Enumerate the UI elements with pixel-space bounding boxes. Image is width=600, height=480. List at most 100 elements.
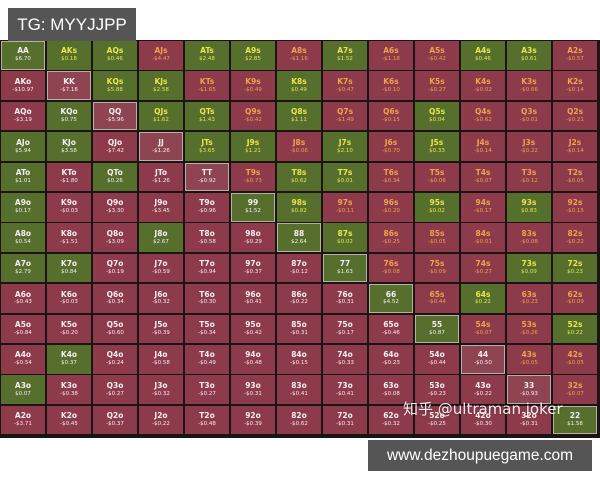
- hand-cell[interactable]: J6s -$0.70: [369, 132, 413, 161]
- hand-cell[interactable]: QJo -$7.42: [93, 132, 137, 161]
- hand-cell[interactable]: A9o $0.17: [1, 192, 45, 222]
- hand-cell[interactable]: 73o -$0.41: [323, 375, 367, 404]
- hand-cell[interactable]: A7s $1.52: [323, 41, 367, 70]
- hand-cell[interactable]: J8s -$0.06: [277, 132, 321, 161]
- hand-cell[interactable]: 83o -$0.41: [277, 375, 321, 404]
- hand-cell[interactable]: J9s $1.21: [231, 132, 275, 161]
- hand-cell[interactable]: JJ -$1.26: [139, 132, 183, 161]
- hand-cell[interactable]: AJo $5.94: [1, 132, 45, 161]
- hand-cell[interactable]: T8o -$0.58: [185, 223, 229, 252]
- hand-cell[interactable]: 96s -$0.20: [369, 192, 413, 222]
- hand-cell[interactable]: 32o -$0.31: [507, 405, 551, 435]
- hand-cell[interactable]: KK -$7.18: [47, 71, 91, 100]
- hand-cell[interactable]: 96o -$0.41: [231, 284, 275, 313]
- hand-cell[interactable]: 86o -$0.22: [277, 284, 321, 313]
- hand-cell[interactable]: QJs $1.62: [139, 101, 183, 131]
- hand-cell[interactable]: 84o -$0.15: [277, 344, 321, 374]
- hand-cell[interactable]: 98s $0.82: [277, 192, 321, 222]
- hand-cell[interactable]: J4s -$0.14: [461, 132, 505, 161]
- hand-cell[interactable]: T4s -$0.07: [461, 162, 505, 192]
- hand-cell[interactable]: K8s $0.49: [277, 71, 321, 100]
- hand-cell[interactable]: KQs $5.88: [93, 71, 137, 100]
- hand-cell[interactable]: QTs $1.43: [185, 101, 229, 131]
- hand-cell[interactable]: 84s -$0.01: [461, 223, 505, 252]
- hand-cell[interactable]: K8o -$1.51: [47, 223, 91, 252]
- hand-cell[interactable]: KJs $2.58: [139, 71, 183, 100]
- hand-cell[interactable]: K4o $0.37: [47, 344, 91, 374]
- hand-cell[interactable]: T9s -$0.73: [231, 162, 275, 192]
- hand-cell[interactable]: T5o -$0.34: [185, 314, 229, 344]
- hand-cell[interactable]: K3s -$0.66: [507, 71, 551, 100]
- hand-cell[interactable]: T4o -$0.49: [185, 344, 229, 374]
- hand-cell[interactable]: 63s -$0.23: [507, 284, 551, 313]
- hand-cell[interactable]: 98o -$0.29: [231, 223, 275, 252]
- hand-cell[interactable]: JTs $3.65: [185, 132, 229, 161]
- hand-cell[interactable]: K9o -$0.03: [47, 192, 91, 222]
- hand-cell[interactable]: T2o -$0.48: [185, 405, 229, 435]
- hand-cell[interactable]: ATs $2.48: [185, 41, 229, 70]
- hand-cell[interactable]: J8o $2.67: [139, 223, 183, 252]
- hand-cell[interactable]: 82s -$0.22: [553, 223, 597, 252]
- hand-cell[interactable]: Q3s -$0.01: [507, 101, 551, 131]
- hand-cell[interactable]: 65s -$0.44: [415, 284, 459, 313]
- hand-cell[interactable]: 88 $2.64: [277, 223, 321, 252]
- hand-cell[interactable]: AKs $0.18: [47, 41, 91, 70]
- hand-cell[interactable]: 94s -$0.17: [461, 192, 505, 222]
- hand-cell[interactable]: Q8o -$3.09: [93, 223, 137, 252]
- hand-cell[interactable]: 95s $0.02: [415, 192, 459, 222]
- hand-cell[interactable]: 75o -$0.17: [323, 314, 367, 344]
- hand-cell[interactable]: 83s -$0.08: [507, 223, 551, 252]
- hand-cell[interactable]: T9o -$0.96: [185, 192, 229, 222]
- hand-cell[interactable]: Q3o -$0.27: [93, 375, 137, 404]
- hand-cell[interactable]: Q9o -$3.30: [93, 192, 137, 222]
- hand-cell[interactable]: AQo -$3.19: [1, 101, 45, 131]
- hand-cell[interactable]: 62o -$0.32: [369, 405, 413, 435]
- hand-cell[interactable]: 86s -$0.25: [369, 223, 413, 252]
- hand-cell[interactable]: QQ -$5.96: [93, 101, 137, 131]
- hand-cell[interactable]: 77 $1.63: [323, 253, 367, 283]
- hand-cell[interactable]: 85o -$0.31: [277, 314, 321, 344]
- hand-cell[interactable]: J6o -$0.32: [139, 284, 183, 313]
- hand-cell[interactable]: AKo -$10.97: [1, 71, 45, 100]
- hand-cell[interactable]: J2s -$0.14: [553, 132, 597, 161]
- hand-cell[interactable]: K7s -$0.47: [323, 71, 367, 100]
- hand-cell[interactable]: Q7s -$1.49: [323, 101, 367, 131]
- hand-cell[interactable]: A8s -$1.16: [277, 41, 321, 70]
- hand-cell[interactable]: K5s -$0.27: [415, 71, 459, 100]
- hand-cell[interactable]: KTo -$1.80: [47, 162, 91, 192]
- hand-cell[interactable]: 55 $0.87: [415, 314, 459, 344]
- hand-cell[interactable]: A3s $0.61: [507, 41, 551, 70]
- hand-cell[interactable]: A2s -$0.57: [553, 41, 597, 70]
- hand-cell[interactable]: T6o -$0.30: [185, 284, 229, 313]
- hand-cell[interactable]: 62s -$0.09: [553, 284, 597, 313]
- hand-cell[interactable]: A5o -$0.84: [1, 314, 45, 344]
- hand-cell[interactable]: J4o -$0.58: [139, 344, 183, 374]
- hand-cell[interactable]: K2o -$0.45: [47, 405, 91, 435]
- hand-cell[interactable]: 22 $1.58: [553, 405, 597, 435]
- hand-cell[interactable]: 93s $0.83: [507, 192, 551, 222]
- hand-cell[interactable]: K6o -$0.03: [47, 284, 91, 313]
- hand-cell[interactable]: 87o -$0.12: [277, 253, 321, 283]
- hand-cell[interactable]: 74o -$0.33: [323, 344, 367, 374]
- hand-cell[interactable]: 33 -$0.93: [507, 375, 551, 404]
- hand-cell[interactable]: 64s $0.22: [461, 284, 505, 313]
- hand-cell[interactable]: JTo -$1.26: [139, 162, 183, 192]
- hand-cell[interactable]: 53s -$0.26: [507, 314, 551, 344]
- hand-cell[interactable]: 42o -$0.30: [461, 405, 505, 435]
- hand-cell[interactable]: T8s $0.62: [277, 162, 321, 192]
- hand-cell[interactable]: A6o -$0.43: [1, 284, 45, 313]
- hand-cell[interactable]: 44 -$0.50: [461, 344, 505, 374]
- hand-cell[interactable]: Q6s -$0.15: [369, 101, 413, 131]
- hand-cell[interactable]: 64o -$0.23: [369, 344, 413, 374]
- hand-cell[interactable]: 82o -$0.62: [277, 405, 321, 435]
- hand-cell[interactable]: AA $6.70: [1, 41, 45, 70]
- hand-cell[interactable]: J5s $0.33: [415, 132, 459, 161]
- hand-cell[interactable]: QTo $0.26: [93, 162, 137, 192]
- hand-cell[interactable]: T7o -$0.94: [185, 253, 229, 283]
- hand-cell[interactable]: J5o -$0.39: [139, 314, 183, 344]
- hand-cell[interactable]: A9s $2.85: [231, 41, 275, 70]
- hand-cell[interactable]: 32s -$0.07: [553, 375, 597, 404]
- hand-cell[interactable]: A5s -$0.42: [415, 41, 459, 70]
- hand-cell[interactable]: A2o -$3.71: [1, 405, 45, 435]
- hand-cell[interactable]: 75s -$0.09: [415, 253, 459, 283]
